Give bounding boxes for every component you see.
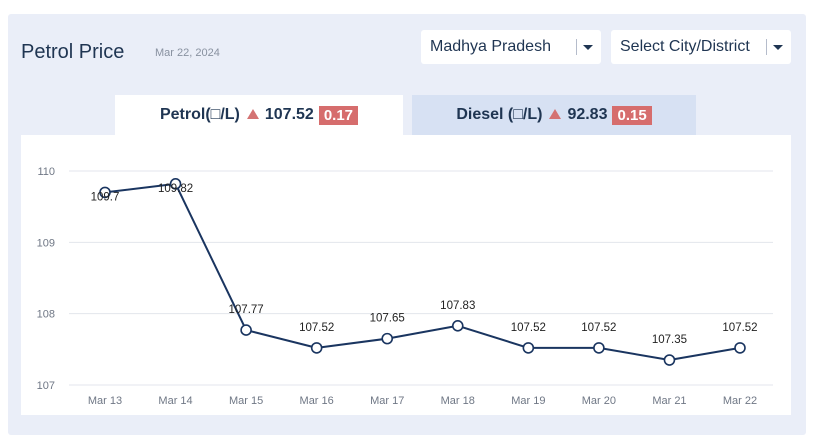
x-tick-label: Mar 17 xyxy=(370,395,404,407)
x-tick-label: Mar 16 xyxy=(300,395,334,407)
data-point xyxy=(240,324,252,336)
data-point xyxy=(169,178,182,190)
price-up-icon xyxy=(246,109,259,119)
y-tick-label: 109 xyxy=(37,237,55,249)
x-tick-label: Mar 22 xyxy=(723,395,757,407)
tab-petrol-label: Petrol(□/L) xyxy=(159,106,240,123)
data-label: 107.52 xyxy=(722,322,757,334)
x-tick-label: Mar 14 xyxy=(158,395,192,407)
tab-diesel-change-badge: 0.15 xyxy=(612,105,652,125)
chevron-down-icon xyxy=(773,45,783,50)
data-point xyxy=(99,186,111,199)
x-tick-label: Mar 19 xyxy=(511,395,545,407)
data-point xyxy=(593,342,605,354)
y-tick-label: 110 xyxy=(37,166,55,178)
state-select[interactable]: Madhya Pradesh xyxy=(421,30,601,64)
data-label: 107.52 xyxy=(581,322,616,334)
data-label: 109.7 xyxy=(91,191,120,203)
page-title: Petrol Price xyxy=(21,41,125,63)
data-label: 107.35 xyxy=(652,334,687,346)
tab-diesel[interactable]: Diesel (□/L) 92.83 0.15 xyxy=(412,95,696,135)
data-label: 107.65 xyxy=(370,313,405,325)
price-date: Mar 22, 2024 xyxy=(155,47,220,59)
x-tick-label: Mar 15 xyxy=(229,395,263,407)
data-point xyxy=(310,342,323,354)
x-tick-label: Mar 13 xyxy=(88,395,122,407)
data-label: 107.83 xyxy=(440,300,475,312)
price-line-chart: 107 108 109 110 Mar 13 Mar 14 Mar 15 Mar 16 Mar … xyxy=(37,166,773,407)
x-tick-label: Mar 21 xyxy=(652,395,686,407)
tab-petrol-price: 107.52 xyxy=(264,106,314,123)
data-point xyxy=(734,342,746,354)
tab-petrol-change-badge: 0.17 xyxy=(318,105,359,125)
tab-petrol[interactable]: Petrol(□/L) 107.52 0.17 xyxy=(115,95,403,135)
select-separator xyxy=(766,39,767,55)
state-select-value: Madhya Pradesh xyxy=(430,38,551,55)
data-label: 107.52 xyxy=(511,322,546,334)
x-tick-label: Mar 18 xyxy=(441,395,475,407)
tab-diesel-label: Diesel (□/L) xyxy=(456,106,543,123)
data-point xyxy=(451,319,464,332)
select-separator xyxy=(576,39,577,55)
data-label: 109.82 xyxy=(158,183,193,195)
data-point xyxy=(381,332,394,345)
chart-area: 107 108 109 110 Mar 13 Mar 14 Mar 15 Mar 16 Mar … xyxy=(21,135,791,415)
city-select-value: Select City/District xyxy=(620,38,750,55)
x-tick-label: Mar 20 xyxy=(582,395,616,407)
tab-diesel-price: 92.83 xyxy=(567,106,608,123)
data-label: 107.77 xyxy=(229,304,264,316)
data-point xyxy=(663,354,676,366)
chevron-down-icon xyxy=(583,45,593,50)
series-line xyxy=(104,182,741,362)
y-tick-label: 107 xyxy=(37,380,55,392)
data-label: 107.52 xyxy=(299,322,334,334)
y-tick-label: 108 xyxy=(37,309,55,321)
data-point xyxy=(522,342,535,354)
city-select[interactable]: Select City/District xyxy=(611,30,791,64)
price-up-icon xyxy=(549,109,562,119)
